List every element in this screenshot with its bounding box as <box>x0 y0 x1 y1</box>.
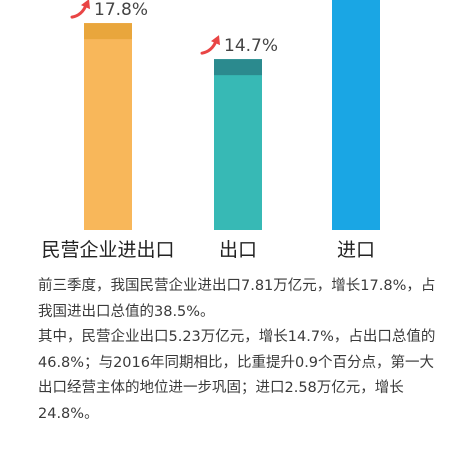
category-label-total: 民营企业进出口 <box>41 239 174 261</box>
bar-cap-export <box>214 59 262 76</box>
value-label-export: 14.7% <box>224 36 278 56</box>
bar-cap-total <box>84 23 132 40</box>
up-arrow-icon <box>70 3 88 19</box>
category-label-export: 出口 <box>219 239 257 261</box>
notes-paragraph-1: 前三季度，我国民营企业进出口7.81万亿元，增长17.8%，占我国进出口总值的3… <box>38 278 436 320</box>
bar-import <box>332 0 380 230</box>
up-arrow-head-icon <box>81 0 90 10</box>
up-arrow-icon <box>200 39 218 55</box>
category-label-import: 进口 <box>337 239 375 261</box>
bar-total <box>84 23 132 231</box>
notes-text: 前三季度，我国民营企业进出口7.81万亿元，增长17.8%，占我国进出口总值的3… <box>38 274 448 427</box>
up-arrow-head-icon <box>211 35 220 46</box>
value-label-total: 17.8% <box>94 0 148 20</box>
notes-paragraph-2: 其中，民营企业出口5.23万亿元，增长14.7%，占出口总值的46.8%；与20… <box>38 329 436 422</box>
bar-export <box>214 59 262 230</box>
